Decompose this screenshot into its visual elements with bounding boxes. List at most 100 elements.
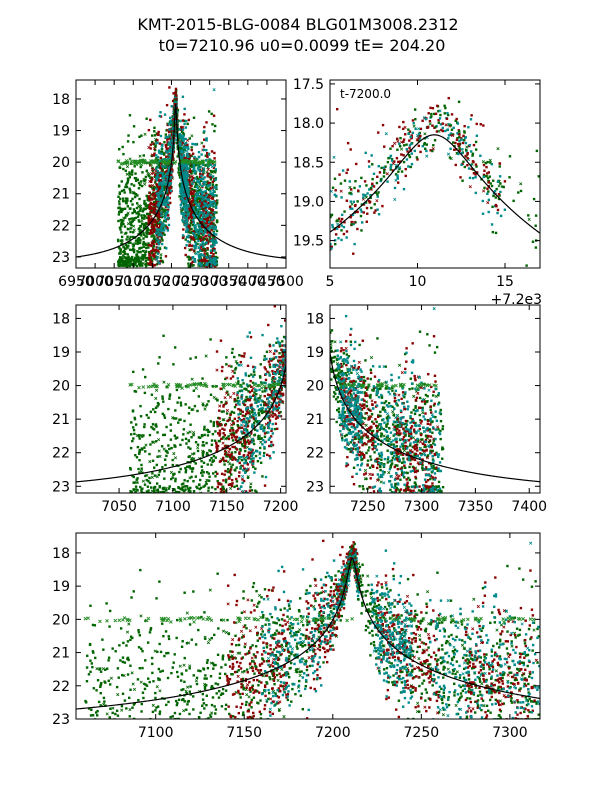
data-point	[187, 234, 190, 237]
data-point	[365, 220, 369, 223]
data-point	[458, 133, 461, 136]
data-point	[206, 154, 209, 157]
data-point	[163, 469, 166, 473]
data-point	[138, 471, 141, 474]
data-point	[152, 154, 156, 157]
data-point	[150, 179, 153, 182]
data-point	[194, 244, 198, 247]
data-point	[517, 191, 520, 194]
data-point	[192, 457, 195, 460]
data-point	[196, 177, 200, 180]
data-point	[143, 391, 147, 395]
x-tick-label: 7500	[268, 274, 304, 290]
data-point	[402, 160, 406, 164]
data-point	[175, 142, 179, 145]
data-point	[419, 127, 423, 131]
data-point	[330, 247, 333, 250]
x-tick-label: 10	[409, 274, 427, 290]
data-point	[202, 485, 205, 488]
x-tick-label: 7400	[230, 274, 266, 290]
data-point	[416, 158, 419, 161]
data-point	[371, 163, 374, 166]
data-point	[162, 188, 166, 192]
data-point	[126, 264, 130, 267]
data-point	[176, 436, 179, 439]
data-point	[153, 208, 157, 211]
data-point	[123, 247, 127, 251]
data-point	[184, 216, 187, 219]
data-point	[148, 452, 151, 456]
data-point	[156, 189, 160, 192]
data-point	[192, 116, 196, 119]
data-point-cross	[384, 132, 388, 136]
data-point	[209, 190, 212, 193]
data-point	[205, 262, 208, 265]
data-point	[482, 175, 486, 179]
data-point-cross	[125, 164, 130, 169]
data-point	[120, 222, 123, 226]
data-point	[201, 240, 204, 244]
data-point	[145, 222, 148, 226]
data-point	[145, 231, 148, 234]
data-point	[163, 211, 166, 214]
data-point	[134, 193, 137, 196]
data-point	[174, 100, 177, 103]
data-point	[457, 130, 461, 133]
data-point	[156, 155, 160, 159]
data-point	[163, 198, 166, 202]
data-point	[128, 257, 132, 260]
data-point	[479, 123, 482, 126]
data-point	[138, 231, 142, 234]
data-point	[144, 259, 148, 263]
data-point	[196, 215, 200, 219]
data-point	[427, 112, 430, 115]
data-point	[187, 154, 190, 158]
data-point	[210, 439, 214, 442]
data-point	[161, 412, 165, 415]
data-point	[120, 235, 124, 239]
data-point	[163, 200, 166, 203]
data-point	[192, 221, 195, 224]
data-point	[463, 139, 466, 142]
data-point-cross	[190, 377, 194, 381]
data-point	[209, 420, 213, 423]
data-point	[202, 209, 205, 212]
data-point	[157, 494, 159, 496]
data-point	[141, 171, 144, 174]
data-point	[161, 466, 164, 469]
data-point	[118, 148, 121, 151]
data-point	[434, 112, 438, 116]
data-point	[159, 194, 162, 197]
data-point	[216, 256, 219, 259]
data-point	[144, 226, 147, 229]
data-point	[466, 157, 469, 160]
data-point	[284, 385, 286, 388]
data-point	[210, 170, 214, 174]
data-point	[157, 179, 161, 182]
data-point	[154, 204, 157, 208]
data-point	[184, 177, 188, 180]
data-point	[123, 252, 127, 255]
data-point	[447, 134, 451, 137]
data-point	[119, 256, 122, 259]
data-point	[192, 229, 196, 233]
data-point	[211, 180, 215, 184]
data-point	[155, 183, 158, 186]
baseline-point	[141, 159, 146, 164]
data-point	[189, 192, 193, 196]
data-point	[132, 493, 134, 495]
data-point	[144, 450, 147, 453]
data-point	[135, 478, 138, 481]
data-point	[184, 209, 187, 212]
data-point	[243, 414, 247, 418]
data-point	[211, 204, 214, 207]
data-point	[227, 435, 230, 438]
data-point	[456, 132, 459, 135]
data-point	[148, 207, 152, 211]
data-point	[130, 262, 133, 265]
data-point	[206, 205, 210, 208]
data-point-cross	[415, 134, 420, 138]
data-point	[153, 194, 156, 197]
data-point	[192, 244, 196, 247]
